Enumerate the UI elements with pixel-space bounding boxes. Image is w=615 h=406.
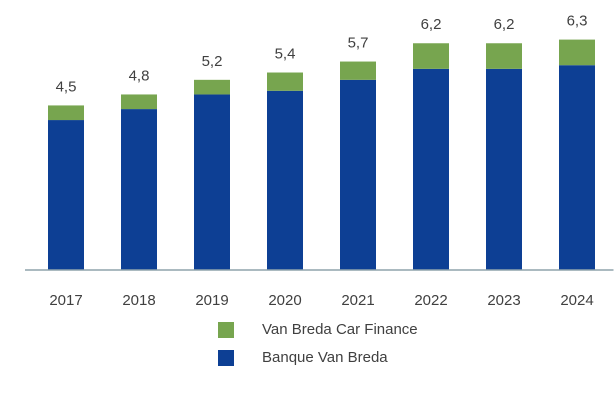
bar-segment bbox=[48, 120, 84, 270]
x-tick-label: 2022 bbox=[414, 292, 447, 309]
x-tick-label: 2017 bbox=[49, 292, 82, 309]
total-label: 6,2 bbox=[494, 16, 515, 33]
bar-segment bbox=[413, 43, 449, 69]
bar-segment bbox=[194, 94, 230, 270]
x-tick-label: 2024 bbox=[560, 292, 593, 309]
bar-segment bbox=[559, 39, 595, 66]
bar-segment bbox=[559, 65, 595, 270]
legend-label: Banque Van Breda bbox=[262, 349, 388, 366]
x-tick-label: 2019 bbox=[195, 292, 228, 309]
bar-segment bbox=[121, 109, 157, 270]
bar-segment bbox=[267, 90, 303, 270]
bar-segment bbox=[194, 79, 230, 95]
x-tick-label: 2018 bbox=[122, 292, 155, 309]
legend-label: Van Breda Car Finance bbox=[262, 321, 418, 338]
total-label: 4,8 bbox=[129, 67, 150, 84]
bar-segment bbox=[486, 68, 522, 270]
bar-segment bbox=[48, 105, 84, 121]
bar-segment bbox=[121, 94, 157, 110]
x-tick-label: 2023 bbox=[487, 292, 520, 309]
bar-segment bbox=[267, 72, 303, 91]
bar-segment bbox=[340, 61, 376, 80]
bar-segment bbox=[340, 79, 376, 270]
total-label: 5,4 bbox=[275, 45, 296, 62]
total-label: 6,3 bbox=[567, 13, 588, 30]
legend-swatch bbox=[218, 322, 234, 338]
legend-swatch bbox=[218, 350, 234, 366]
bar-segment bbox=[413, 68, 449, 270]
total-label: 5,7 bbox=[348, 35, 369, 52]
total-label: 4,5 bbox=[56, 78, 77, 95]
x-tick-label: 2020 bbox=[268, 292, 301, 309]
bar-segment bbox=[486, 43, 522, 69]
total-label: 5,2 bbox=[202, 53, 223, 70]
x-tick-label: 2021 bbox=[341, 292, 374, 309]
total-label: 6,2 bbox=[421, 16, 442, 33]
